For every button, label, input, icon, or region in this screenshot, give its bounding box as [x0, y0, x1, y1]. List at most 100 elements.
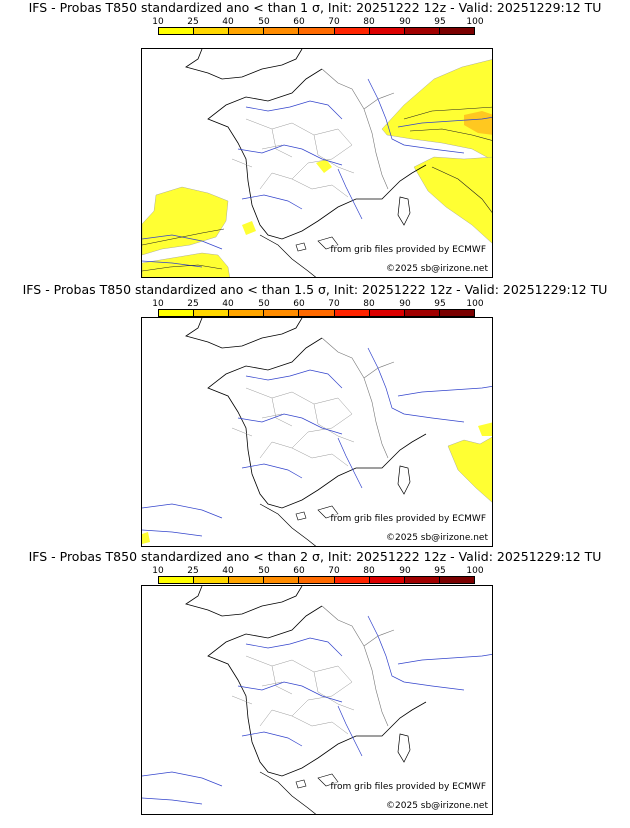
probability-area-small [478, 422, 492, 436]
probability-area-southeast [413, 156, 492, 244]
river-seine [245, 637, 343, 657]
scale-label: 100 [466, 566, 484, 576]
country-border [321, 605, 395, 727]
scale-label: 60 [293, 17, 305, 27]
colorbar-segment [229, 28, 265, 34]
coastline-iberia [259, 503, 317, 546]
scale-label: 60 [293, 566, 305, 576]
colorbar-segment [159, 310, 195, 316]
coastline-corsica [397, 465, 411, 495]
probability-area-southeast [447, 436, 492, 503]
scale-label: 25 [187, 566, 199, 576]
scale-label: 70 [328, 566, 340, 576]
probability-area-orange-core [464, 111, 492, 135]
river-rhine [367, 347, 465, 423]
colorbar-segment [299, 310, 335, 316]
colorbar-segment [159, 28, 195, 34]
colorbar-segment [369, 28, 405, 34]
probability-colorbar [158, 576, 475, 584]
scale-labels: 10 25 40 50 60 70 80 90 95 100 [140, 17, 500, 27]
river-danube [397, 116, 492, 128]
colorbar-segment [194, 310, 230, 316]
map-title: IFS - Probas T850 standardized ano < tha… [22, 282, 608, 297]
scale-label: 25 [187, 299, 199, 309]
map-canvas [142, 318, 492, 546]
river-garonne [241, 194, 303, 210]
probability-area-southwest [142, 252, 230, 277]
scale-label: 95 [434, 299, 446, 309]
river-danube [397, 653, 492, 665]
coastline-iberia [259, 771, 317, 814]
scale-label: 25 [187, 17, 199, 27]
colorbar-segment [369, 310, 405, 316]
river-iberia [142, 771, 223, 805]
map-canvas [142, 49, 492, 277]
scale-label: 95 [434, 17, 446, 27]
colorbar-segment [264, 28, 300, 34]
river-rhone [337, 705, 363, 757]
coastline-corsica [397, 196, 411, 226]
scale-label: 100 [466, 299, 484, 309]
colorbar-segment [299, 577, 335, 583]
scale-label: 40 [222, 299, 234, 309]
probability-area-corner [142, 532, 150, 544]
colorbar-segment [229, 310, 265, 316]
colorbar-segment [404, 310, 440, 316]
coastline-france [207, 337, 427, 509]
copyright-credit: ©2025 sb@irizone.net [386, 801, 488, 811]
colorbar-segment [264, 577, 300, 583]
scale-labels: 10 25 40 50 60 70 80 90 95 100 [140, 566, 500, 576]
coastline-corsica [397, 733, 411, 763]
river-loire [237, 413, 343, 435]
country-border [321, 337, 395, 459]
river-danube [397, 385, 492, 397]
source-credit: from grib files provided by ECMWF [330, 514, 486, 524]
river-rhone [337, 168, 363, 220]
scale-label: 10 [152, 566, 164, 576]
scale-label: 100 [466, 17, 484, 27]
scale-label: 70 [328, 299, 340, 309]
probability-map: from grib files provided by ECMWF ©2025 … [141, 317, 493, 547]
colorbar-segment [334, 577, 370, 583]
probability-area-small [316, 159, 332, 173]
coastline-uk [185, 586, 303, 617]
copyright-credit: ©2025 sb@irizone.net [386, 264, 488, 274]
scale-label: 80 [363, 566, 375, 576]
region-borders [231, 655, 355, 735]
scale-label: 60 [293, 299, 305, 309]
river-loire [237, 144, 343, 166]
scale-label: 80 [363, 17, 375, 27]
river-garonne [241, 731, 303, 747]
probability-area-west [142, 186, 229, 256]
scale-label: 40 [222, 566, 234, 576]
scale-label: 90 [399, 566, 411, 576]
coastline-france [207, 605, 427, 777]
scale-labels: 10 25 40 50 60 70 80 90 95 100 [140, 299, 500, 309]
scale-label: 10 [152, 299, 164, 309]
source-credit: from grib files provided by ECMWF [330, 782, 486, 792]
probability-map: from grib files provided by ECMWF ©2025 … [141, 585, 493, 815]
copyright-credit: ©2025 sb@irizone.net [386, 533, 488, 543]
coastline-uk [185, 318, 303, 349]
colorbar-segment [194, 577, 230, 583]
coastline-uk [185, 49, 303, 80]
colorbar-segment [404, 28, 440, 34]
colorbar-segment [334, 28, 370, 34]
scale-label: 70 [328, 17, 340, 27]
region-borders [231, 387, 355, 467]
colorbar-segment [439, 28, 474, 34]
colorbar-segment [299, 28, 335, 34]
colorbar-segment [264, 310, 300, 316]
river-rhone [337, 437, 363, 489]
colorbar-segment [229, 577, 265, 583]
scale-label: 50 [258, 299, 270, 309]
scale-label: 80 [363, 299, 375, 309]
probability-colorbar [158, 309, 475, 317]
river-iberia [142, 503, 223, 537]
colorbar-segment [439, 310, 474, 316]
map-title: IFS - Probas T850 standardized ano < tha… [28, 0, 602, 15]
map-canvas [142, 586, 492, 814]
probability-colorbar [158, 27, 475, 35]
river-loire [237, 681, 343, 703]
coastline-france [207, 68, 427, 240]
